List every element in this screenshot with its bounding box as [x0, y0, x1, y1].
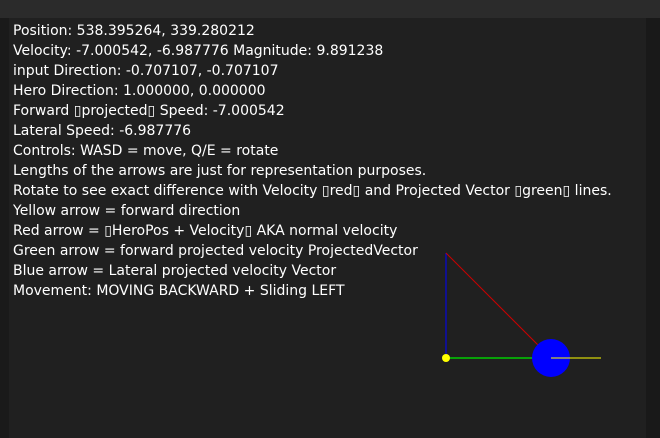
input-direction-readout: input Direction: -0.707107, -0.707107: [13, 63, 279, 79]
legend-red: Red arrow = ▯HeroPos + Velocity▯ AKA nor…: [13, 223, 398, 239]
legend-yellow: Yellow arrow = forward direction: [13, 203, 241, 219]
debug-overlay: Position: 538.395264, 339.280212 Velocit…: [13, 21, 612, 301]
position-readout: Position: 538.395264, 339.280212: [13, 23, 255, 39]
lateral-speed-readout: Lateral Speed: -6.987776: [13, 123, 192, 139]
velocity-readout: Velocity: -7.000542, -6.987776 Magnitude…: [13, 43, 384, 59]
forward-speed-readout: Forward ▯projected▯ Speed: -7.000542: [13, 103, 285, 119]
window-right-edge: [646, 18, 660, 438]
arrow-length-note: Lengths of the arrows are just for repre…: [13, 163, 427, 179]
controls-help: Controls: WASD = move, Q/E = rotate: [13, 143, 279, 159]
window-titlebar[interactable]: [0, 0, 660, 18]
velocity-origin-dot: [442, 354, 450, 362]
legend-green: Green arrow = forward projected velocity…: [13, 243, 418, 259]
legend-blue: Blue arrow = Lateral projected velocity …: [13, 263, 337, 279]
rotate-note: Rotate to see exact difference with Velo…: [13, 183, 612, 199]
movement-status: Movement: MOVING BACKWARD + Sliding LEFT: [13, 283, 345, 299]
window-left-edge: [0, 18, 9, 438]
hero-direction-readout: Hero Direction: 1.000000, 0.000000: [13, 83, 266, 99]
velocity-arrow: [445, 252, 552, 359]
